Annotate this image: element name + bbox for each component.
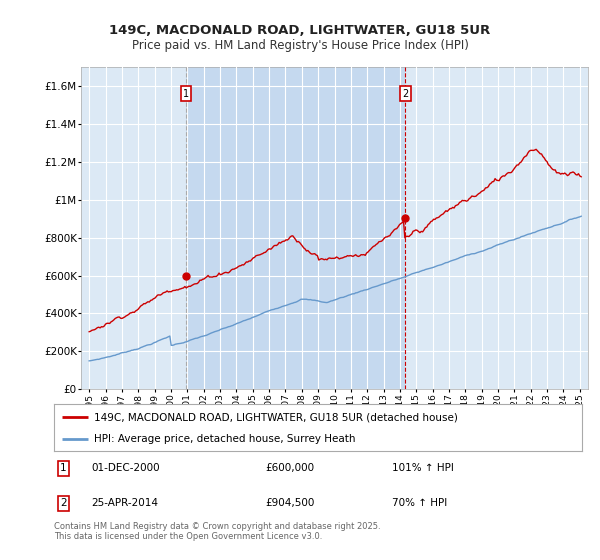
Text: Price paid vs. HM Land Registry's House Price Index (HPI): Price paid vs. HM Land Registry's House …	[131, 39, 469, 52]
Text: 2: 2	[60, 498, 67, 508]
Text: 149C, MACDONALD ROAD, LIGHTWATER, GU18 5UR (detached house): 149C, MACDONALD ROAD, LIGHTWATER, GU18 5…	[94, 412, 457, 422]
Text: 1: 1	[60, 463, 67, 473]
Text: £904,500: £904,500	[265, 498, 314, 508]
Bar	[186, 67, 405, 389]
Text: 70% ↑ HPI: 70% ↑ HPI	[392, 498, 447, 508]
Text: 149C, MACDONALD ROAD, LIGHTWATER, GU18 5UR: 149C, MACDONALD ROAD, LIGHTWATER, GU18 5…	[109, 24, 491, 36]
Text: 2: 2	[402, 88, 408, 99]
Text: HPI: Average price, detached house, Surrey Heath: HPI: Average price, detached house, Surr…	[94, 434, 355, 444]
Text: 1: 1	[183, 88, 189, 99]
Text: 101% ↑ HPI: 101% ↑ HPI	[392, 463, 454, 473]
Text: 01-DEC-2000: 01-DEC-2000	[91, 463, 160, 473]
Text: 25-APR-2014: 25-APR-2014	[91, 498, 158, 508]
Text: £600,000: £600,000	[265, 463, 314, 473]
Text: Contains HM Land Registry data © Crown copyright and database right 2025.
This d: Contains HM Land Registry data © Crown c…	[54, 522, 380, 542]
